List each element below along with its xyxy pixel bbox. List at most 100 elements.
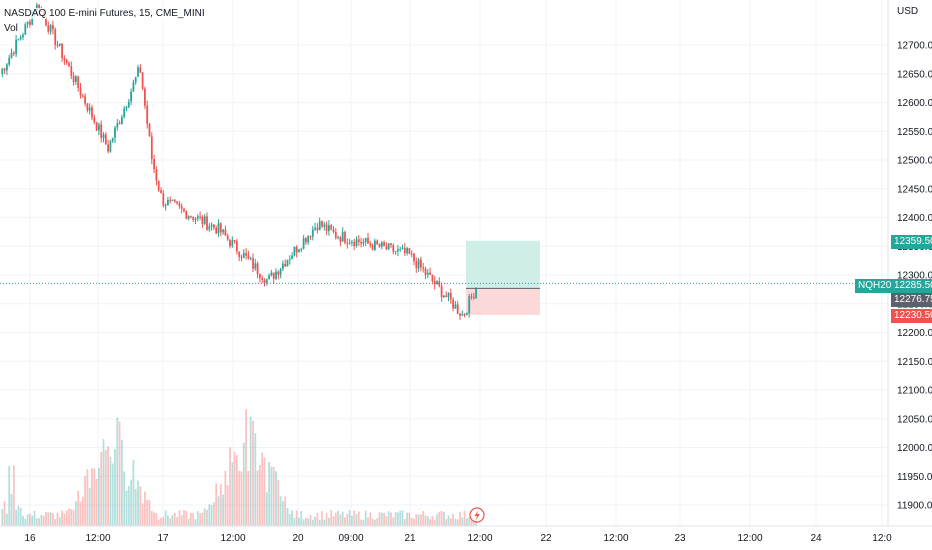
lightning-icon[interactable]: [469, 507, 485, 523]
candle-body: [137, 67, 139, 77]
time-tick-label: 23: [674, 533, 686, 544]
volume-bar: [226, 485, 229, 526]
candle-body: [93, 117, 96, 123]
candle-body: [445, 295, 448, 297]
candle-body: [63, 58, 66, 60]
candle-body: [132, 82, 135, 92]
candle-body: [321, 221, 323, 227]
candle-body: [233, 240, 236, 242]
volume-bar: [31, 515, 34, 526]
volume-bar: [29, 513, 31, 526]
volume-bar: [169, 518, 172, 526]
candle-body: [364, 237, 367, 242]
volume-bar: [245, 409, 247, 526]
time-tick-label: 16: [24, 533, 36, 544]
candle-body: [185, 210, 188, 219]
candle-body: [385, 245, 388, 250]
candle-body: [309, 235, 312, 237]
candle-body: [383, 242, 385, 246]
time-tick-label: 22: [540, 533, 552, 544]
candle-body: [422, 267, 425, 269]
price-tick-label: 12000.00: [897, 443, 932, 454]
candle-body: [148, 123, 151, 137]
price-tick-label: 12200.00: [897, 328, 932, 339]
last-price-tag: 12285.50: [891, 279, 932, 293]
volume-bar: [86, 469, 89, 526]
volume-bar: [362, 519, 365, 526]
candle-body: [157, 180, 160, 191]
candle-body: [17, 39, 20, 41]
price-tick-label: 11900.00: [897, 501, 932, 512]
time-tick-label: 12:00: [603, 533, 628, 544]
volume-bar: [452, 514, 454, 526]
price-scale[interactable]: 12700.00 12650.00 12600.00 12550.00 12500.00…: [897, 41, 932, 512]
candle-body: [265, 279, 268, 284]
time-tick-label: 12:00: [220, 533, 245, 544]
symbol-title[interactable]: NASDAQ 100 E-mini Futures, 15, CME_MINI: [4, 8, 205, 19]
volume-bar: [353, 510, 356, 526]
candle-body: [328, 225, 330, 232]
candle-body: [150, 136, 153, 160]
volume-bar: [45, 511, 47, 526]
volume-bar: [107, 446, 109, 526]
volume-bar: [187, 518, 190, 526]
volume-bar: [263, 457, 266, 526]
candle-body: [387, 243, 390, 250]
candle-body: [351, 241, 353, 243]
volume-bar: [146, 500, 149, 526]
candle-body: [268, 275, 270, 280]
candle-body: [284, 263, 287, 267]
volume-bar: [12, 465, 15, 526]
candle-body: [1, 68, 4, 74]
price-tick-label: 12100.00: [897, 386, 932, 397]
candle-body: [245, 253, 247, 256]
volume-bar: [438, 511, 441, 526]
profit-zone: [466, 240, 540, 289]
candle-body: [178, 203, 181, 207]
volume-bar: [15, 509, 17, 526]
volume-bar: [111, 463, 114, 526]
volume-bar: [459, 511, 461, 526]
currency-label: USD: [897, 6, 919, 17]
volume-bar: [213, 502, 215, 526]
volume-bar: [153, 512, 155, 526]
candle-body: [118, 123, 121, 125]
candle-body: [353, 241, 356, 246]
volume-bar: [449, 518, 452, 526]
volume-bar: [137, 480, 139, 526]
volume-bar: [157, 519, 160, 526]
volume-bar: [431, 515, 434, 526]
volume-bar: [72, 510, 75, 526]
volume-bar: [300, 510, 303, 526]
volume-bar: [242, 442, 245, 526]
volume-bar: [224, 470, 227, 526]
candle-body: [466, 313, 468, 315]
volume-indicator-label[interactable]: Vol: [4, 23, 18, 34]
candle-body: [238, 251, 241, 257]
candle-body: [162, 193, 165, 206]
candle-body: [277, 271, 280, 275]
volume-bar: [392, 517, 395, 526]
candle-body: [109, 141, 112, 152]
candle-body: [390, 243, 392, 246]
volume-bar: [426, 516, 429, 526]
candle-body: [22, 34, 24, 38]
volume-bar: [167, 515, 169, 526]
volume-bar: [75, 501, 77, 526]
candle-body: [180, 206, 183, 209]
volume-bar: [305, 517, 307, 526]
candle-body: [206, 216, 208, 230]
candle-body: [270, 272, 273, 276]
candle-body: [81, 95, 84, 97]
volume-bar: [360, 519, 362, 526]
candle-body: [424, 268, 427, 275]
volume-bar: [272, 467, 275, 526]
price-tick-label: 12400.00: [897, 213, 932, 224]
volume-bar: [95, 478, 98, 526]
candle-body: [357, 239, 360, 242]
volume-bar: [440, 510, 443, 526]
price-tick-label: 12450.00: [897, 184, 932, 195]
candle-body: [210, 224, 213, 227]
